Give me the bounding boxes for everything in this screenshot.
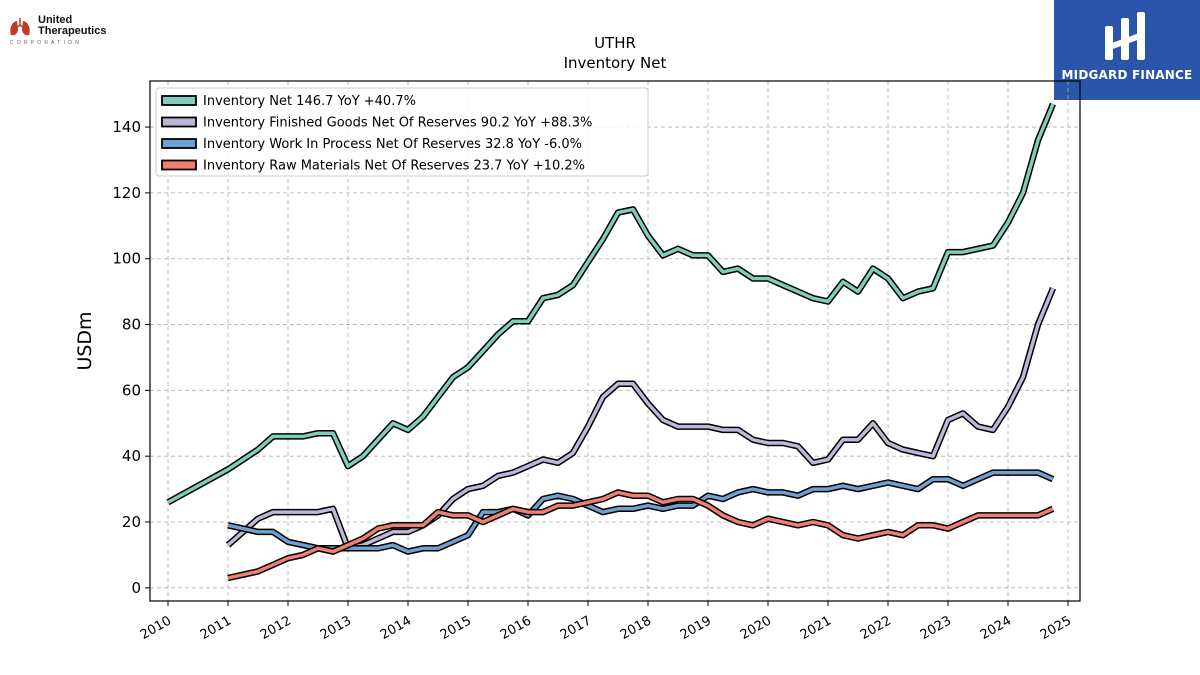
- x-tick-label-2020: 2020: [738, 613, 774, 643]
- x-tick-label-2022: 2022: [858, 613, 894, 643]
- y-axis-label: USDm: [74, 311, 96, 370]
- company-name-line1: United: [38, 14, 73, 26]
- plot-frame: [149, 80, 1081, 602]
- x-tick-label-2012: 2012: [258, 613, 294, 643]
- series-line-inventory-raw-materials-net-of-reserves: [227, 490, 1054, 580]
- company-logo: United Therapeutics CORPORATION: [8, 14, 128, 50]
- y-tick-label-120: 120: [112, 184, 141, 202]
- series-layer: [166, 102, 1057, 582]
- legend-swatch-inventory-raw-materials-net-of-reserves: [161, 159, 197, 171]
- y-tick-label-60: 60: [122, 381, 141, 399]
- series-inventory-finished-goods-net-of-reserves: [225, 287, 1057, 552]
- series-outline-inventory-work-in-process-net-of-reserves: [227, 469, 1055, 555]
- chart-subtitle: Inventory Net: [564, 54, 667, 72]
- axis-ticks: 2010 2011 2012 2013 2014 2015 2016 2017 2018 2019…: [112, 118, 1074, 643]
- series-line-inventory-work-in-process-net-of-reserves: [227, 470, 1054, 554]
- series-line-inventory-finished-goods-net-of-reserves: [226, 287, 1055, 551]
- y-tick-label-100: 100: [112, 250, 141, 268]
- y-tick-label-80: 80: [122, 316, 141, 334]
- x-tick-label-2018: 2018: [618, 613, 654, 643]
- y-tick-label-20: 20: [122, 513, 141, 531]
- chart-title: UTHR: [594, 34, 636, 52]
- x-tick-label-2016: 2016: [498, 613, 534, 643]
- y-tick-label-140: 140: [112, 118, 141, 136]
- legend-swatch-inventory-finished-goods-net-of-reserves: [161, 116, 197, 128]
- legend-label-inventory-net: Inventory Net 146.7 YoY +40.7%: [203, 94, 416, 109]
- x-tick-label-2014: 2014: [378, 613, 414, 643]
- x-tick-label-2025: 2025: [1038, 613, 1074, 643]
- legend: Inventory Net 146.7 YoY +40.7% Inventory …: [155, 87, 649, 177]
- watermark-text: MIDGARD FINANCE: [1061, 68, 1193, 82]
- x-tick-label-2023: 2023: [918, 613, 954, 643]
- company-name-line2: Therapeutics: [38, 25, 107, 37]
- legend-label-inventory-raw-materials-net-of-reserves: Inventory Raw Materials Net Of Reserves …: [203, 159, 585, 174]
- y-tick-label-40: 40: [122, 447, 141, 465]
- series-inventory-work-in-process-net-of-reserves: [227, 469, 1055, 555]
- midgard-logo-icon: [1105, 12, 1145, 60]
- x-tick-label-2019: 2019: [678, 613, 714, 643]
- series-inventory-raw-materials-net-of-reserves: [227, 489, 1055, 582]
- legend-swatch-inventory-net: [161, 95, 197, 106]
- series-line-inventory-net: [167, 103, 1055, 504]
- legend-swatch-inventory-work-in-process-net-of-reserves: [161, 138, 197, 149]
- watermark-logo: MIDGARD FINANCE: [1054, 0, 1200, 100]
- x-tick-label-2017: 2017: [558, 613, 594, 643]
- company-name-line3: CORPORATION: [10, 40, 83, 46]
- legend-label-inventory-work-in-process-net-of-reserves: Inventory Work In Process Net Of Reserve…: [203, 137, 582, 152]
- x-tick-label-2010: 2010: [138, 613, 174, 643]
- legend-label-inventory-finished-goods-net-of-reserves: Inventory Finished Goods Net Of Reserves…: [203, 116, 592, 131]
- x-tick-label-2015: 2015: [438, 613, 474, 643]
- x-tick-label-2011: 2011: [198, 613, 234, 643]
- y-tick-label-0: 0: [131, 579, 141, 597]
- x-tick-label-2024: 2024: [978, 613, 1014, 643]
- x-tick-label-2013: 2013: [318, 613, 354, 643]
- legend-box: [155, 87, 649, 177]
- series-inventory-net: [166, 102, 1057, 506]
- lungs-icon: [10, 18, 30, 36]
- x-tick-label-2021: 2021: [798, 613, 834, 643]
